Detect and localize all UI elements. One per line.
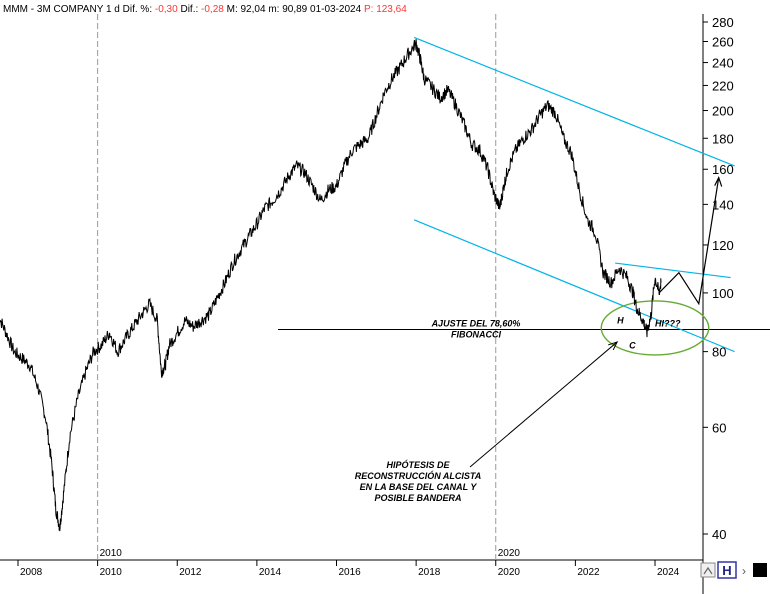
grid-layer xyxy=(97,14,497,560)
x-marker-label: 2020 xyxy=(498,548,521,559)
x-tick-label: 2010 xyxy=(100,567,123,578)
x-marker-label: 2010 xyxy=(100,548,123,559)
point-annotation: HI??? xyxy=(655,319,681,329)
arrow-button[interactable]: › xyxy=(742,564,746,578)
y-tick-label: 60 xyxy=(712,420,726,435)
dif-pct-label: Dif. %: xyxy=(123,4,152,15)
x-tick-label: 2022 xyxy=(577,567,600,578)
y-tick-label: 200 xyxy=(712,104,734,119)
chart-tool-button[interactable] xyxy=(700,562,716,578)
channel-lower-line xyxy=(413,219,735,353)
x-tick-label: 2024 xyxy=(657,567,680,578)
y-tick-label: 220 xyxy=(712,78,734,93)
hypothesis-text-line: EN LA BASE DEL CANAL Y xyxy=(360,482,478,492)
header-bar xyxy=(0,0,770,17)
hypothesis-text-line: RECONSTRUCCIÓN ALCISTA xyxy=(355,470,482,481)
h-button[interactable]: H xyxy=(717,561,737,579)
x-tick-label: 2014 xyxy=(259,567,282,578)
price-series-line xyxy=(0,39,662,532)
x-tick-label: 2012 xyxy=(179,567,202,578)
hypothesis-arrow-line xyxy=(469,341,618,468)
x-tick-label: 2016 xyxy=(339,567,362,578)
dif-value: -0,28 xyxy=(201,4,224,15)
max-label: M: xyxy=(227,4,238,15)
period-label: 1 d xyxy=(106,4,120,15)
hypothesis-text-line: POSIBLE BANDERA xyxy=(374,493,461,503)
y-axis: 280 260 240 220 200 180 160 140 120 100 80 60 40 xyxy=(703,15,734,542)
channel-upper-line xyxy=(413,36,735,167)
dif-label: Dif.: xyxy=(180,4,198,15)
overlay-layer xyxy=(278,36,770,356)
flag-line xyxy=(615,262,731,279)
x-tick-label: 2018 xyxy=(418,567,441,578)
y-tick-label: 180 xyxy=(712,131,734,146)
point-annotation: C xyxy=(629,340,636,350)
min-label: m: xyxy=(268,4,279,15)
y-tick-label: 280 xyxy=(712,15,734,30)
y-tick-label: 240 xyxy=(712,56,734,71)
y-tick-label: 140 xyxy=(712,197,734,212)
chart-header: MMM - 3M COMPANY 1 d Dif. %: -0,30 Dif.:… xyxy=(3,4,407,15)
x-tick-label: 2020 xyxy=(498,567,521,578)
color-square-icon xyxy=(753,563,767,577)
chart-tool-icon xyxy=(703,566,713,575)
h-button-label: H xyxy=(722,563,731,578)
projection-arrowhead xyxy=(714,176,723,187)
y-tick-label: 100 xyxy=(712,286,734,301)
max-value: 92,04 xyxy=(241,4,266,15)
hypothesis-text-line: HIPÓTESIS DE xyxy=(386,459,450,470)
point-annotation: H xyxy=(617,316,624,326)
fibonacci-label-line2: FIBONACCI xyxy=(451,330,501,340)
annotation-layer: AJUSTE DEL 78,60%FIBONACCI H C HI??? HIPÓTES… xyxy=(355,316,681,503)
y-tick-label: 260 xyxy=(712,34,734,49)
x-tick-label: 2008 xyxy=(20,567,43,578)
base-ellipse xyxy=(600,300,710,356)
ticker-label: MMM - 3M COMPANY xyxy=(3,4,104,15)
fibonacci-label-line1: AJUSTE DEL 78,60% xyxy=(431,319,521,329)
y-tick-label: 40 xyxy=(712,527,726,542)
y-tick-label: 120 xyxy=(712,238,734,253)
color-button[interactable] xyxy=(753,563,767,577)
date-value: 01-03-2024 xyxy=(310,4,362,15)
price-label: P: xyxy=(364,4,373,15)
y-tick-label: 80 xyxy=(712,345,726,360)
dif-pct-value: -0,30 xyxy=(155,4,178,15)
projection-path xyxy=(658,177,720,306)
x-axis: 2008 2010 2012 2014 2016 2018 2020 2022 2024 2010… xyxy=(17,548,680,578)
min-value: 90,89 xyxy=(282,4,307,15)
price-layer xyxy=(0,39,662,532)
hypothesis-arrowhead xyxy=(608,341,619,351)
y-tick-label: 160 xyxy=(712,162,734,177)
chevron-right-icon: › xyxy=(742,564,746,578)
price-value: 123,64 xyxy=(376,4,407,15)
